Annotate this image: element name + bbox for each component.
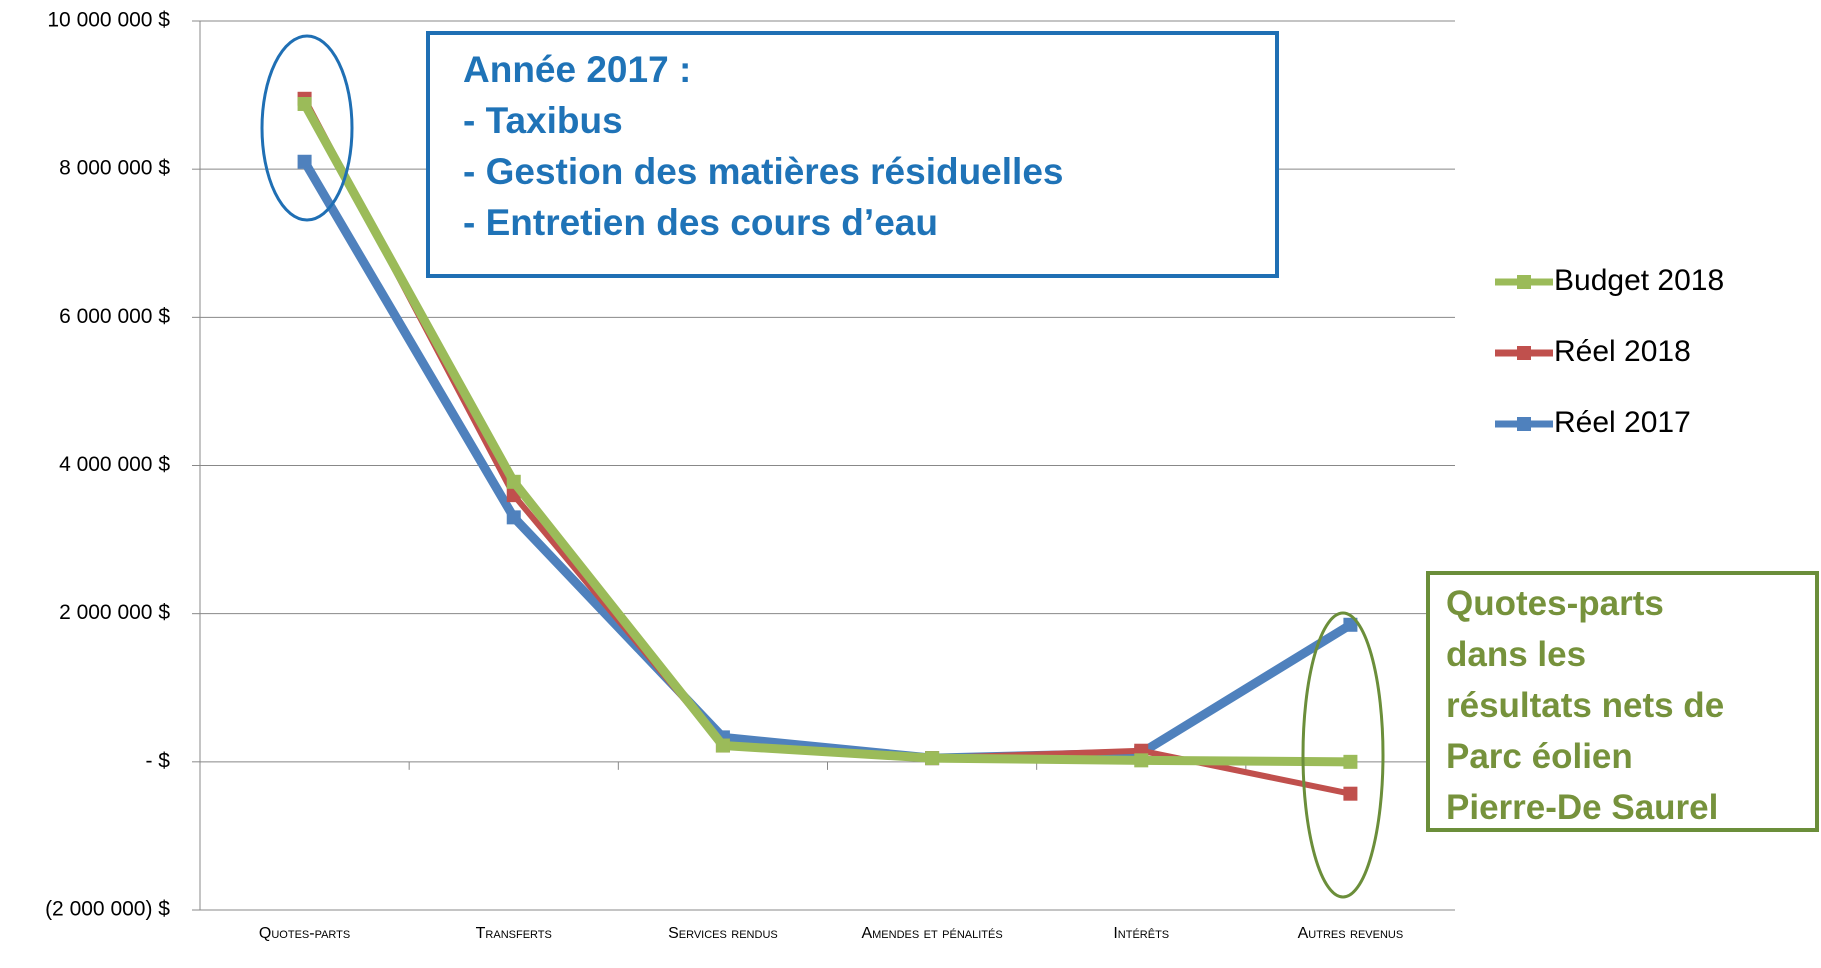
annotation-text: - Entretien des cours d’eau [463, 202, 938, 243]
annotation-text: dans les [1446, 635, 1587, 674]
annotation-text: Pierre-De Saurel [1446, 788, 1719, 827]
legend-label: Réel 2017 [1554, 406, 1691, 439]
x-tick-label: Transferts [475, 925, 552, 942]
annotation-text: - Taxibus [463, 100, 623, 141]
x-tick-label: Services rendus [668, 925, 778, 942]
legend-marker [1517, 417, 1531, 431]
x-tick-label: Intérêts [1113, 925, 1170, 942]
marker [506, 510, 521, 525]
annotation-text: Année 2017 : [463, 49, 692, 90]
y-tick-label: 4 000 000 $ [59, 453, 170, 476]
annotation-text: Quotes-parts [1446, 584, 1664, 623]
marker [1343, 754, 1358, 769]
series-line [300, 101, 1351, 767]
grid: (2 000 000) $ - $ 2 000 000 $ 4 000 000 $ 6 … [45, 9, 1455, 921]
y-tick-label: 8 000 000 $ [59, 157, 170, 180]
marker [297, 96, 312, 111]
series-layer [297, 91, 1358, 801]
x-tick-label: Amendes et pénalités [861, 925, 1003, 942]
y-tick-label: 10 000 000 $ [47, 9, 170, 32]
annotation-box [426, 31, 1279, 278]
marker [925, 751, 940, 766]
y-tick-label: - $ [145, 749, 170, 772]
annotation-text: résultats nets de [1446, 686, 1725, 725]
marker [1343, 786, 1358, 801]
x-tick-label: Autres revenus [1297, 925, 1404, 942]
highlight-ellipse [1301, 611, 1385, 899]
marker [297, 154, 312, 169]
y-tick-label: 2 000 000 $ [59, 601, 170, 624]
highlight-ellipse [260, 34, 354, 222]
marker [506, 474, 521, 489]
annotation-text: Parc éolien [1446, 737, 1633, 776]
marker [715, 738, 730, 753]
annotation-text: - Gestion des matières résiduelles [463, 151, 1064, 192]
marker [1134, 753, 1149, 768]
legend-label: Budget 2018 [1554, 264, 1724, 297]
x-tick-label: Quotes-parts [258, 925, 351, 942]
y-tick-label: (2 000 000) $ [45, 898, 170, 921]
legend-marker [1517, 275, 1531, 289]
annotation-box [1426, 571, 1819, 832]
y-tick-label: 6 000 000 $ [59, 305, 170, 328]
marker [1343, 617, 1358, 632]
legend-marker [1517, 346, 1531, 360]
legend-label: Réel 2018 [1554, 335, 1691, 368]
